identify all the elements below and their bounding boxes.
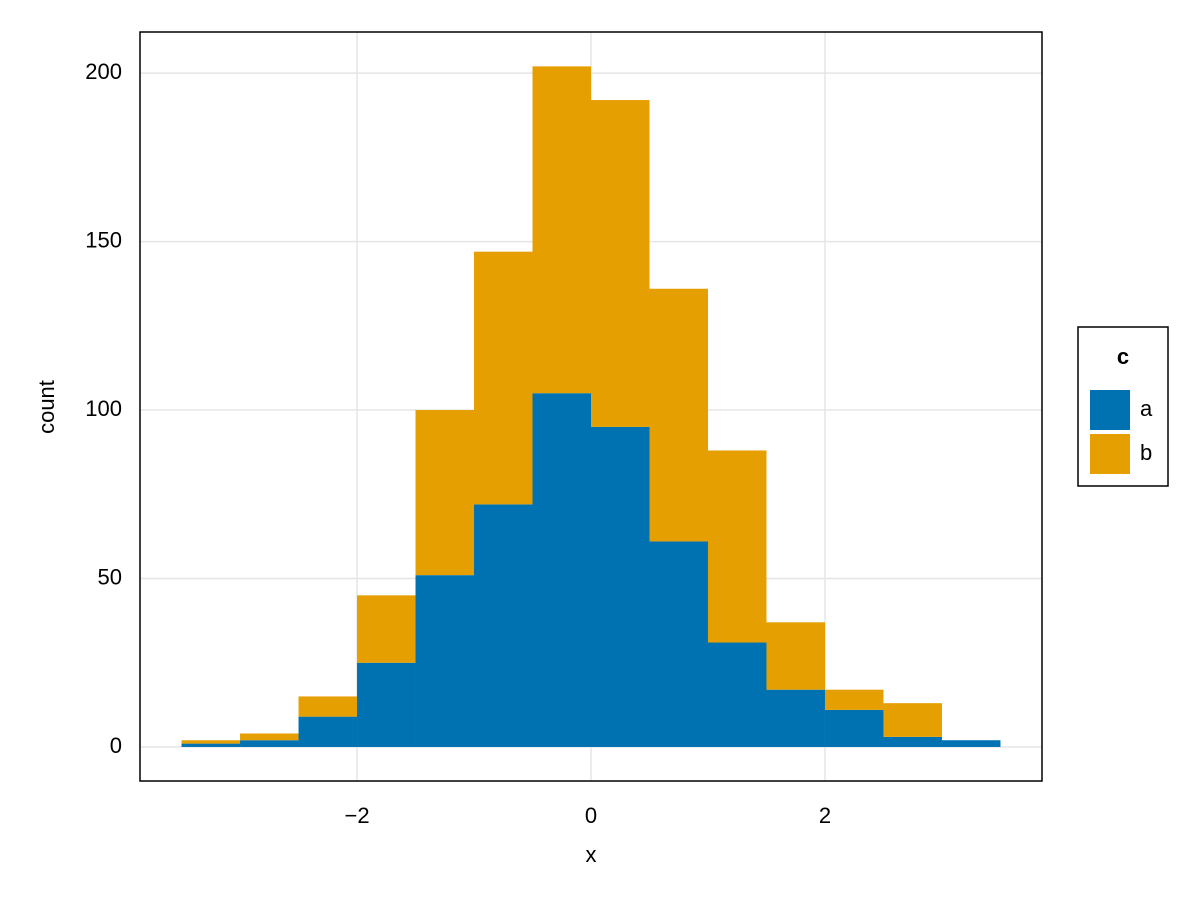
histogram-bar [707,642,767,747]
histogram-bar [181,740,241,744]
histogram-bar [474,251,533,505]
histogram-bar [298,696,358,717]
histogram-bar [649,541,708,747]
histogram-bar [298,716,358,747]
x-tick-label: 0 [585,803,597,828]
x-axis-label: x [586,842,597,867]
histogram-bar [532,393,591,747]
histogram-bar [707,450,767,643]
legend-title: c [1117,344,1129,369]
histogram-bar [766,689,825,747]
histogram-bar [766,622,825,690]
histogram-bar [883,703,942,737]
y-tick-label: 200 [85,59,122,84]
legend-swatch [1090,390,1130,430]
legend-label: a [1140,396,1153,421]
x-tick-label: −2 [344,803,369,828]
y-tick-label: 150 [85,227,122,252]
histogram-bar [415,575,475,747]
histogram-bar [824,689,884,710]
y-tick-label: 50 [98,564,122,589]
histogram-bar [357,595,416,663]
histogram-bar [240,740,299,747]
histogram-bar [415,410,475,576]
histogram-bar [181,743,241,747]
histogram-bar [591,100,650,427]
histogram-bar [357,662,416,747]
histogram-bar [941,740,1001,747]
bars [181,66,1001,747]
y-tick-label: 0 [110,733,122,758]
legend-label: b [1140,440,1152,465]
plot-frame [139,31,1043,782]
histogram-bar [474,504,533,747]
legend-swatch [1090,434,1130,474]
x-tick-label: 2 [819,803,831,828]
y-tick-label: 100 [85,396,122,421]
y-axis-label: count [34,380,59,434]
histogram-bar [883,736,942,747]
histogram-bar [824,709,884,747]
histogram-bar [591,426,650,747]
histogram-bar [532,66,591,394]
histogram-bar [649,288,708,542]
histogram-bar [240,733,299,741]
